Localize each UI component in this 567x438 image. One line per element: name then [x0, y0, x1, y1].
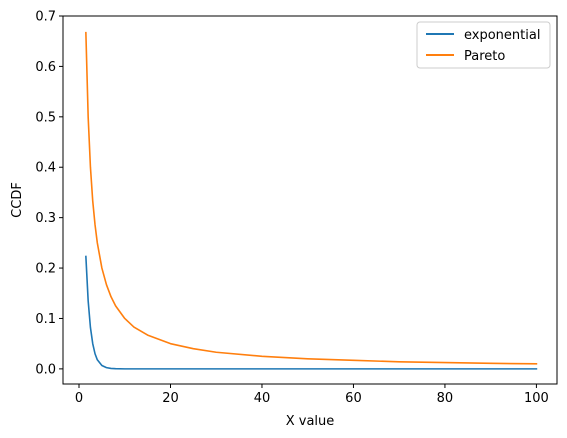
y-tick-label: 0.2: [35, 262, 56, 277]
y-axis-ticks: 0.0 0.1 0.2 0.3 0.4 0.5 0.6 0.7: [35, 10, 63, 377]
y-tick-label: 0.3: [35, 211, 56, 226]
legend-label-pareto: Pareto: [464, 49, 505, 64]
x-axis-ticks: 0 20 40 60 80 100: [75, 384, 549, 406]
y-axis-label: CCDF: [10, 182, 25, 218]
series-layer: [85, 31, 538, 370]
y-tick-label: 0.0: [35, 362, 56, 377]
y-tick-label: 0.7: [35, 10, 56, 25]
y-tick-label: 0.6: [35, 60, 56, 75]
legend: exponential Pareto: [416, 21, 551, 69]
plot-frame: [62, 15, 558, 385]
x-tick-label: 40: [254, 391, 271, 406]
y-tick-label: 0.5: [35, 110, 56, 125]
legend-label-exponential: exponential: [464, 28, 540, 43]
series-line-exponential: [85, 255, 538, 370]
x-tick-label: 0: [75, 391, 83, 406]
series-line-pareto: [85, 31, 538, 365]
y-tick-label: 0.1: [35, 312, 56, 327]
x-axis-label: X value: [286, 414, 335, 429]
x-tick-label: 60: [345, 391, 362, 406]
x-tick-label: 80: [437, 391, 454, 406]
x-tick-label: 20: [162, 391, 179, 406]
y-tick-label: 0.4: [35, 161, 56, 176]
plot-area: [63, 16, 557, 384]
x-tick-label: 100: [524, 391, 549, 406]
